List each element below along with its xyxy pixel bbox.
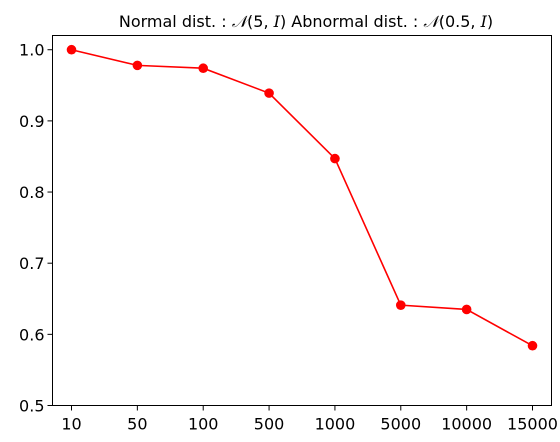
y-tick-label: 0.5 [19, 397, 44, 416]
y-tick-label: 0.8 [19, 183, 44, 202]
chart-title: Normal dist. : 𝒩(5, I) Abnormal dist. : … [119, 12, 493, 31]
x-tick-label: 5000 [380, 415, 421, 434]
series-path [71, 48, 533, 347]
x-tick-label: 10000 [441, 415, 492, 434]
data-point [264, 88, 274, 98]
data-point [198, 63, 209, 74]
y-tick-label: 0.7 [19, 254, 44, 273]
data-point [527, 340, 538, 351]
y-tick-label: 0.6 [19, 325, 44, 344]
x-tick-label: 100 [188, 415, 219, 434]
data-point [461, 304, 472, 315]
x-tick-label: 1000 [315, 415, 356, 434]
x-tick-label: 50 [127, 415, 147, 434]
y-tick-label: 0.9 [19, 112, 44, 131]
data-point [132, 60, 143, 71]
x-axis: 10 50 100 500 1000 5000 10000 15000 [61, 405, 558, 434]
data-point [66, 44, 77, 55]
data-point [395, 300, 406, 310]
x-tick-label: 10 [61, 415, 81, 434]
y-tick-label: 1.0 [19, 41, 44, 60]
series-line [66, 44, 538, 351]
y-axis: 0.5 0.6 0.7 0.8 0.9 1.0 [19, 41, 53, 416]
x-tick-label: 500 [254, 415, 285, 434]
plot-area-frame [52, 35, 552, 406]
x-tick-label: 15000 [507, 415, 558, 434]
data-point [330, 153, 340, 164]
